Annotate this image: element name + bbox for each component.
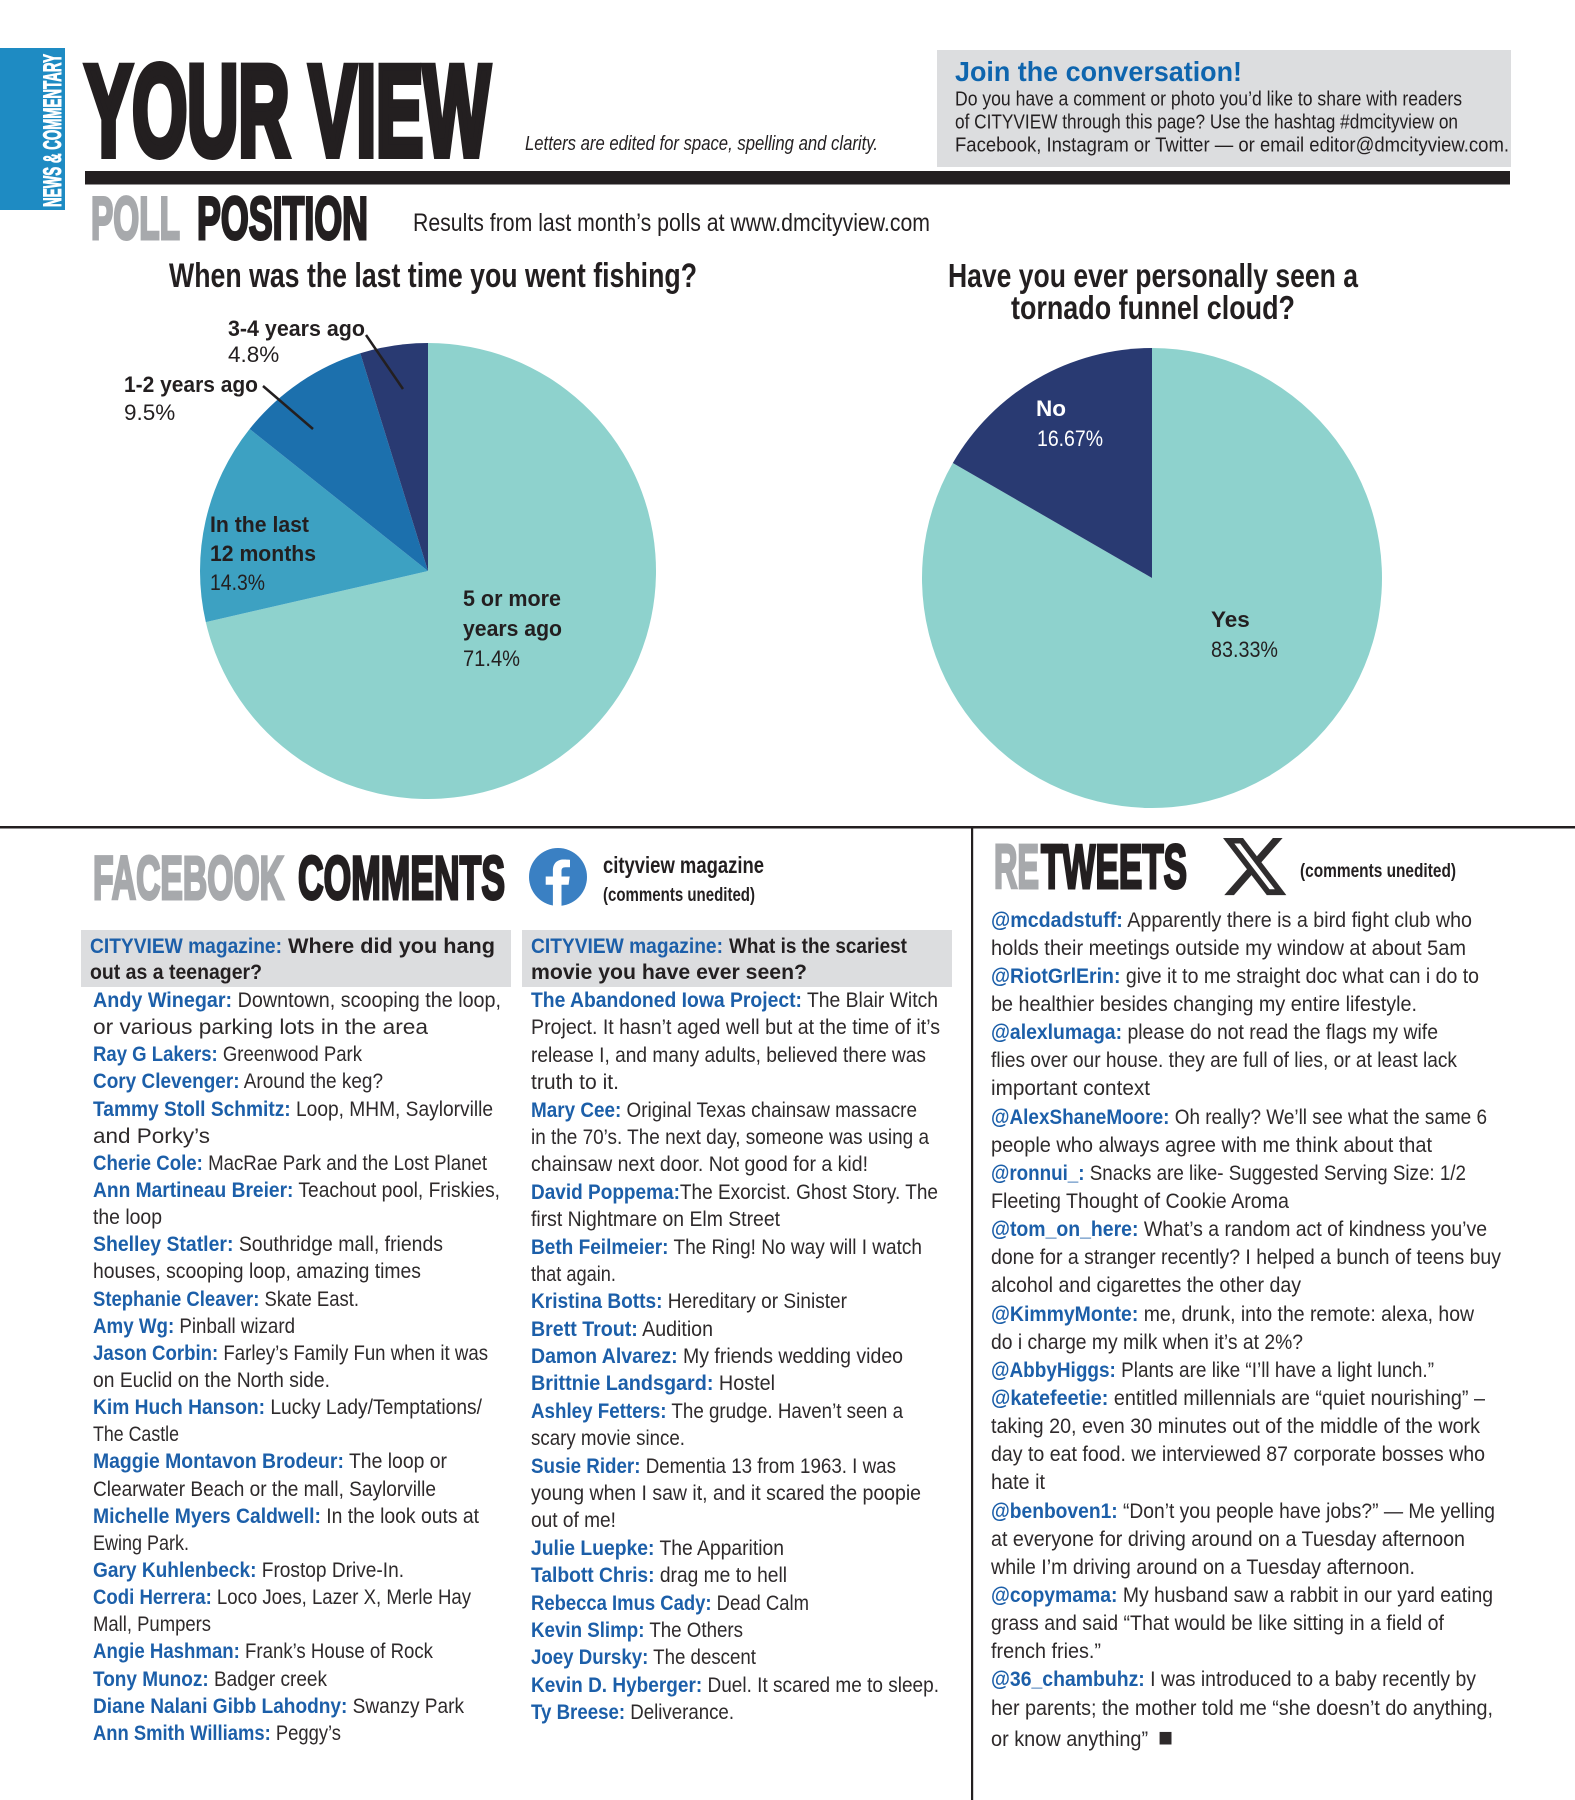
svg-text:Have you ever personally seen: Have you ever personally seen a <box>948 257 1359 294</box>
svg-text:NEWS & COMMENTARY: NEWS & COMMENTARY <box>39 54 67 207</box>
svg-text:(comments unedited): (comments unedited) <box>603 885 755 906</box>
svg-text:Facebook, Instagram or Twitter: Facebook, Instagram or Twitter — or emai… <box>955 135 1509 157</box>
svg-text:16.67%: 16.67% <box>1037 426 1103 451</box>
svg-text:POLL: POLL <box>91 185 180 252</box>
svg-text:3-4 years ago: 3-4 years ago <box>228 316 365 341</box>
svg-text:CITYVIEW magazine:: CITYVIEW magazine: <box>90 934 282 958</box>
svg-text:What is the scariest: What is the scariest <box>729 934 907 958</box>
svg-text:TWEETS: TWEETS <box>1041 833 1187 902</box>
svg-text:When was the last time you wen: When was the last time you went fishing? <box>169 257 697 295</box>
svg-text:POSITION: POSITION <box>197 185 368 252</box>
svg-text:14.3%: 14.3% <box>210 570 265 595</box>
svg-text:cityview magazine: cityview magazine <box>603 852 764 878</box>
svg-text:12 months: 12 months <box>210 541 316 566</box>
svg-text:years ago: years ago <box>463 616 562 641</box>
svg-text:Results from last month’s poll: Results from last month’s polls at www.d… <box>413 209 930 237</box>
svg-text:Letters are edited for space,: Letters are edited for space, spelling a… <box>525 133 878 155</box>
svg-text:tornado funnel cloud?: tornado funnel cloud? <box>1011 289 1295 326</box>
svg-text:83.33%: 83.33% <box>1211 637 1278 662</box>
svg-text:9.5%: 9.5% <box>124 400 175 425</box>
svg-text:Yes: Yes <box>1211 607 1250 632</box>
svg-text:RE: RE <box>994 833 1039 902</box>
svg-text:Join the conversation!: Join the conversation! <box>955 56 1242 87</box>
svg-text:YOUR VIEW: YOUR VIEW <box>85 40 490 183</box>
svg-text:COMMENTS: COMMENTS <box>298 844 505 912</box>
svg-text:In the last: In the last <box>210 512 309 537</box>
svg-text:(comments unedited): (comments unedited) <box>1300 861 1456 882</box>
svg-text:CITYVIEW magazine:: CITYVIEW magazine: <box>531 934 723 958</box>
svg-text:of CITYVIEW through this page?: of CITYVIEW through this page? Use the h… <box>955 112 1458 134</box>
svg-text:out as a teenager?: out as a teenager? <box>90 960 262 984</box>
svg-text:Do you have a comment or photo: Do you have a comment or photo you’d lik… <box>955 89 1462 111</box>
svg-text:5 or more: 5 or more <box>463 586 561 611</box>
svg-text:Where did you hang: Where did you hang <box>288 934 495 958</box>
svg-text:No: No <box>1036 396 1066 421</box>
svg-text:FACEBOOK: FACEBOOK <box>93 844 284 912</box>
svg-text:71.4%: 71.4% <box>463 646 520 671</box>
svg-text:4.8%: 4.8% <box>228 342 279 367</box>
svg-text:movie you have ever seen?: movie you have ever seen? <box>531 960 807 984</box>
svg-text:1-2 years ago: 1-2 years ago <box>124 372 258 397</box>
